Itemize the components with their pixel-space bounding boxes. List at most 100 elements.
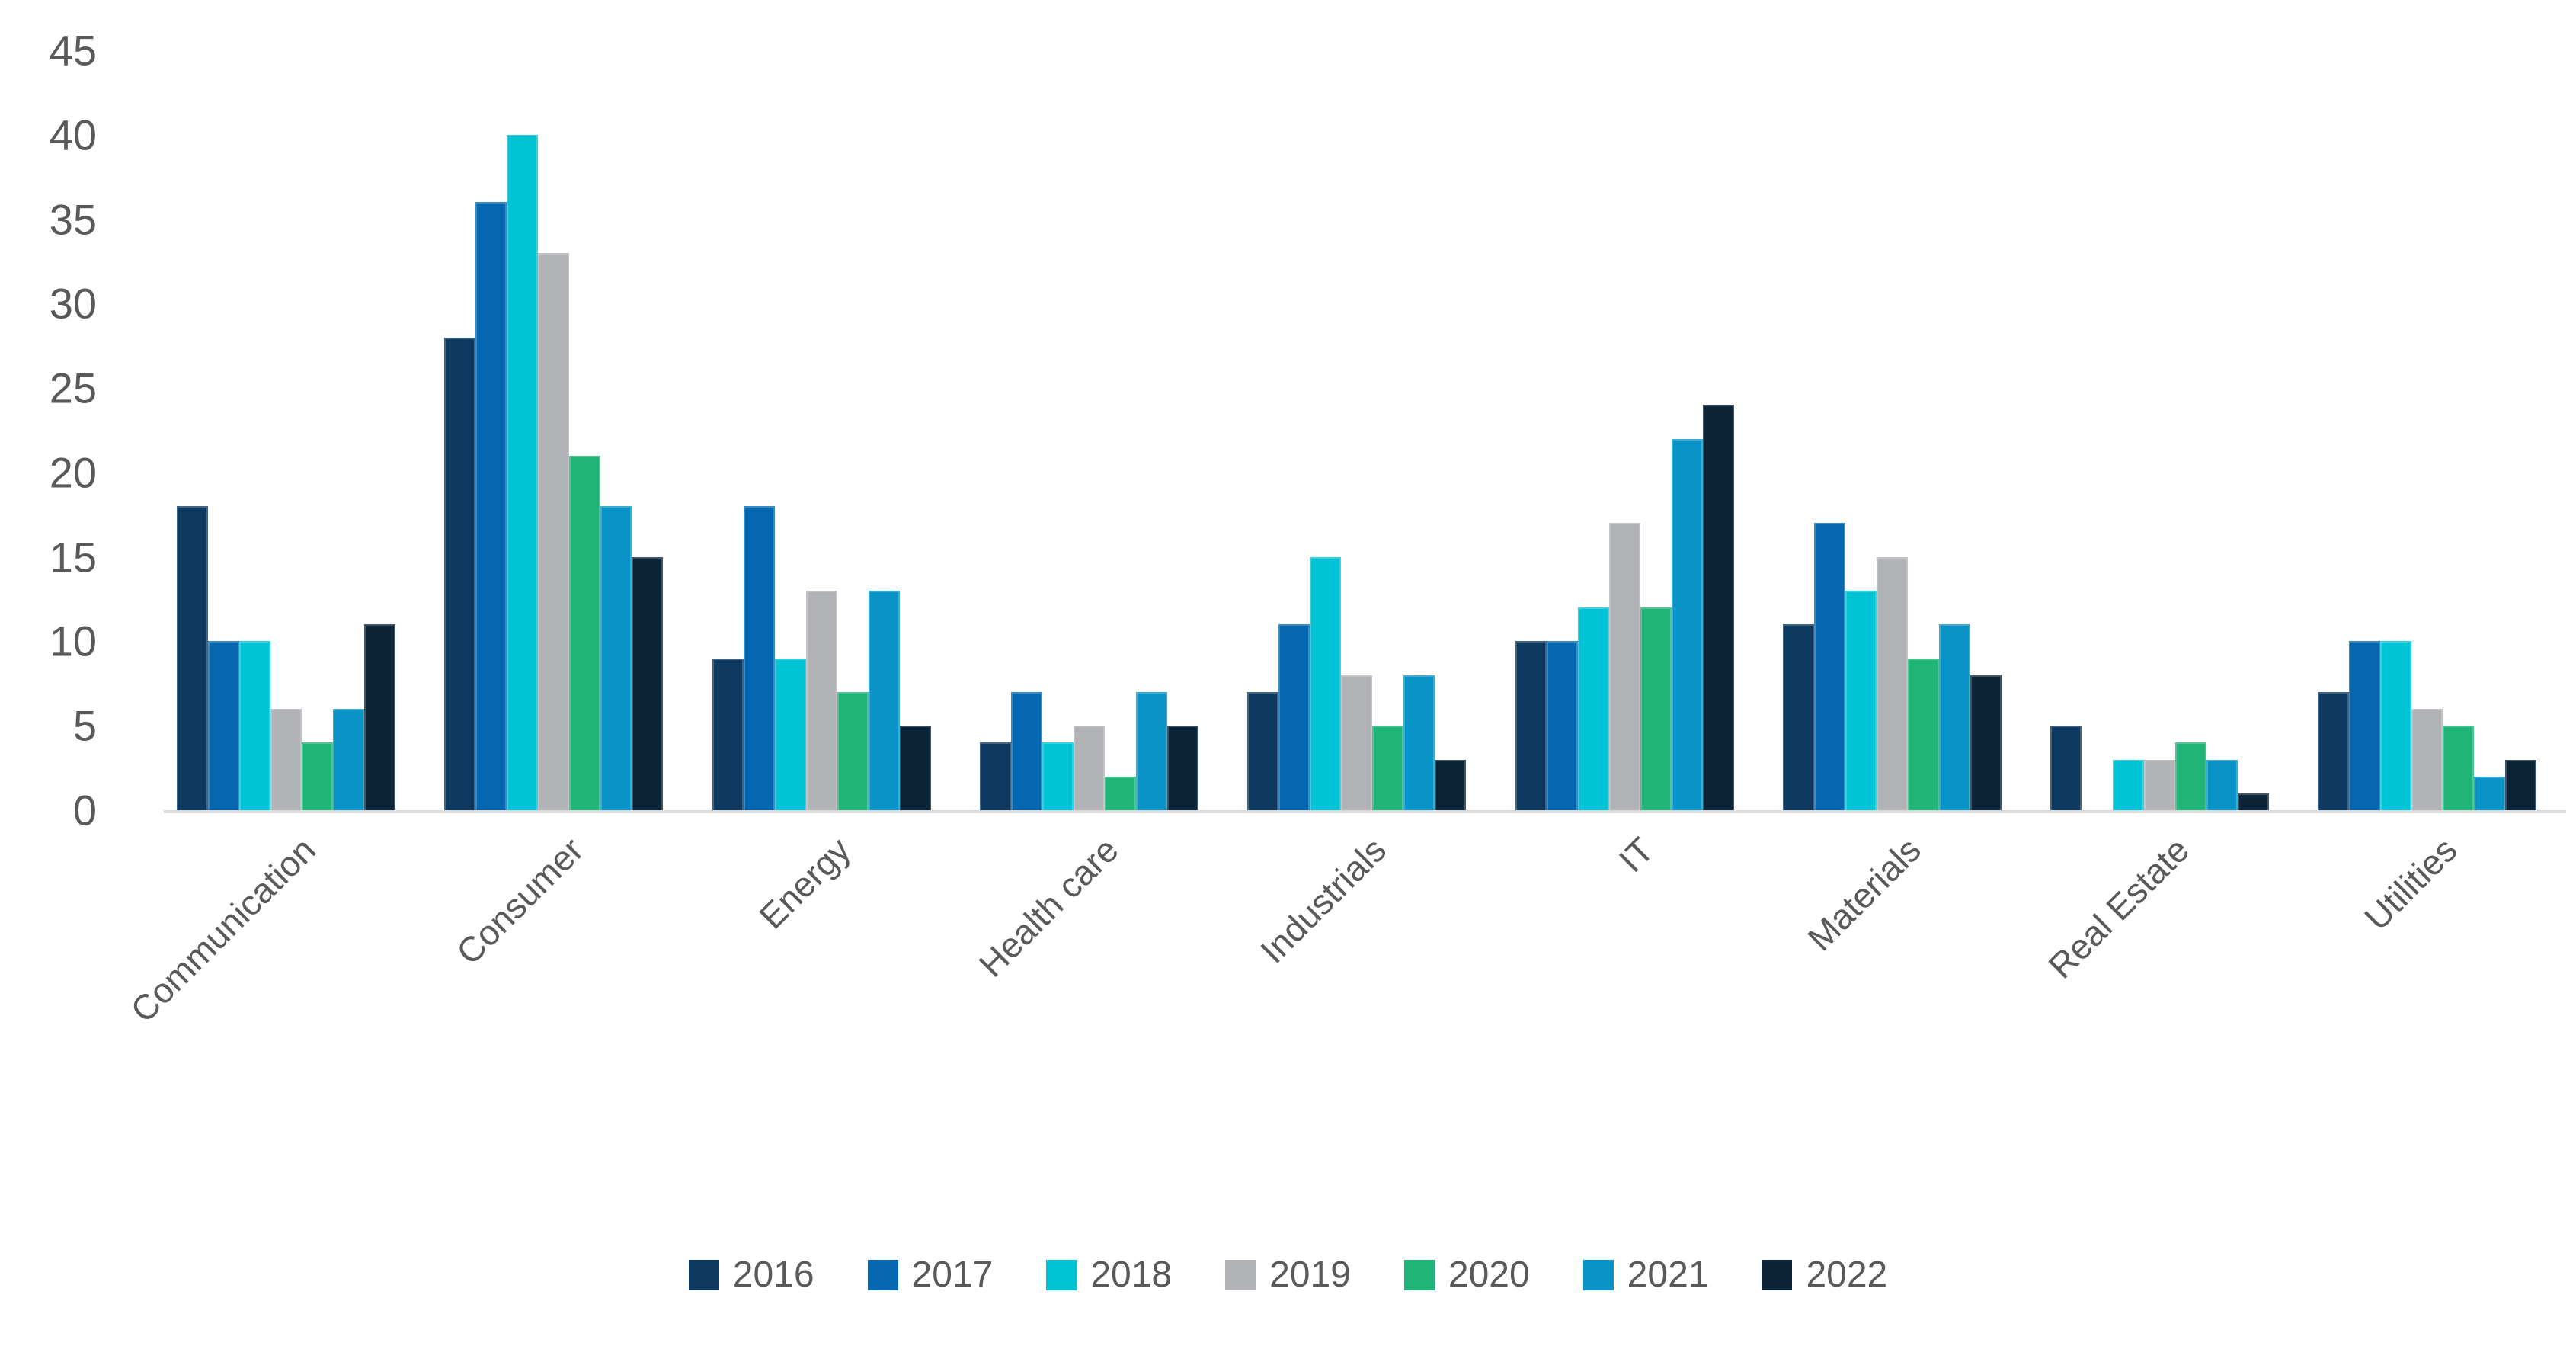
bar-2016-industrials bbox=[1247, 692, 1278, 810]
bar-2017-materials bbox=[1814, 523, 1845, 810]
bar-2017-utilities bbox=[2349, 641, 2380, 810]
legend-item-2016: 2016 bbox=[688, 1254, 814, 1296]
legend-swatch-2019 bbox=[1225, 1259, 1256, 1290]
bar-2022-it bbox=[1703, 405, 1734, 810]
bar-2020-it bbox=[1640, 607, 1672, 810]
bar-2020-real-estate bbox=[2175, 742, 2206, 810]
legend-swatch-2017 bbox=[867, 1259, 898, 1290]
bar-2017-industrials bbox=[1278, 624, 1310, 810]
category-label-industrials: Industrials bbox=[1253, 829, 1394, 971]
y-tick-label-20: 20 bbox=[49, 448, 97, 497]
category-label-health-care: Health care bbox=[971, 829, 1126, 985]
bar-2016-materials bbox=[1783, 624, 1814, 810]
bar-2019-communication bbox=[270, 709, 302, 810]
bar-2021-real-estate bbox=[2206, 760, 2238, 810]
bar-2016-it bbox=[1515, 641, 1547, 810]
legend-label-2019: 2019 bbox=[1269, 1255, 1351, 1295]
bar-2018-it bbox=[1578, 607, 1609, 810]
bar-2019-consumer bbox=[538, 253, 569, 810]
category-label-materials: Materials bbox=[1800, 829, 1929, 959]
legend-swatch-2021 bbox=[1582, 1259, 1614, 1290]
bar-2018-energy bbox=[775, 659, 806, 810]
bar-2022-energy bbox=[900, 726, 931, 810]
y-tick-label-30: 30 bbox=[49, 279, 97, 328]
bar-2022-health-care bbox=[1167, 726, 1198, 810]
bar-2018-industrials bbox=[1310, 557, 1341, 810]
legend: 2016 2017 2018 2019 2020 2021 2022 bbox=[0, 1254, 2576, 1296]
legend-swatch-2020 bbox=[1403, 1259, 1435, 1290]
y-tick-label-45: 45 bbox=[49, 26, 97, 75]
bar-2020-energy bbox=[837, 692, 869, 810]
bar-2019-it bbox=[1609, 523, 1640, 810]
bar-2020-materials bbox=[1908, 659, 1939, 810]
bar-2016-health-care bbox=[980, 742, 1011, 810]
bar-2020-industrials bbox=[1372, 726, 1403, 810]
legend-label-2016: 2016 bbox=[732, 1255, 814, 1295]
legend-swatch-2016 bbox=[688, 1259, 719, 1290]
legend-swatch-2018 bbox=[1046, 1259, 1077, 1290]
legend-item-2022: 2022 bbox=[1762, 1254, 1887, 1296]
category-label-consumer: Consumer bbox=[448, 829, 591, 973]
y-tick-label-10: 10 bbox=[49, 617, 97, 665]
y-tick-label-15: 15 bbox=[49, 533, 97, 582]
legend-item-2019: 2019 bbox=[1225, 1254, 1351, 1296]
y-tick-label-5: 5 bbox=[72, 701, 97, 750]
y-tick-label-25: 25 bbox=[49, 364, 97, 412]
bar-2022-industrials bbox=[1435, 760, 1466, 810]
x-axis-line bbox=[164, 810, 2566, 813]
bar-2022-real-estate bbox=[2238, 793, 2269, 810]
bar-2016-real-estate bbox=[2050, 726, 2082, 810]
bar-2017-it bbox=[1547, 641, 1578, 810]
bar-2018-health-care bbox=[1042, 742, 1074, 810]
bar-2022-communication bbox=[364, 624, 395, 810]
bar-2022-utilities bbox=[2505, 760, 2536, 810]
bar-2019-health-care bbox=[1074, 726, 1105, 810]
y-tick-label-0: 0 bbox=[72, 786, 97, 835]
bar-2020-consumer bbox=[569, 456, 600, 810]
bar-2017-health-care bbox=[1011, 692, 1042, 810]
bar-2021-materials bbox=[1939, 624, 1970, 810]
bar-2021-utilities bbox=[2474, 777, 2505, 810]
bar-2021-it bbox=[1672, 439, 1703, 810]
bar-2017-communication bbox=[208, 641, 239, 810]
category-label-energy: Energy bbox=[751, 829, 859, 937]
legend-item-2021: 2021 bbox=[1582, 1254, 1709, 1296]
bar-2022-materials bbox=[1970, 675, 2002, 810]
bar-2021-energy bbox=[869, 591, 900, 810]
legend-item-2017: 2017 bbox=[867, 1254, 993, 1296]
category-label-it: IT bbox=[1611, 829, 1662, 880]
bar-2021-consumer bbox=[600, 506, 632, 810]
bar-2017-consumer bbox=[475, 202, 507, 810]
bar-2021-industrials bbox=[1403, 675, 1435, 810]
bar-2017-energy bbox=[744, 506, 775, 810]
bar-2016-utilities bbox=[2318, 692, 2349, 810]
legend-label-2020: 2020 bbox=[1448, 1255, 1530, 1295]
category-label-utilities: Utilities bbox=[2356, 829, 2465, 938]
bar-2018-communication bbox=[239, 641, 270, 810]
bar-2020-health-care bbox=[1105, 777, 1136, 810]
bar-2019-energy bbox=[806, 591, 837, 810]
bar-2022-consumer bbox=[632, 557, 663, 810]
bar-2016-energy bbox=[712, 659, 744, 810]
bar-2019-real-estate bbox=[2144, 760, 2175, 810]
y-tick-label-40: 40 bbox=[49, 111, 97, 159]
legend-item-2020: 2020 bbox=[1403, 1254, 1530, 1296]
bar-2016-communication bbox=[177, 506, 208, 810]
y-tick-label-35: 35 bbox=[49, 195, 97, 244]
bar-2016-consumer bbox=[444, 338, 475, 810]
legend-item-2018: 2018 bbox=[1046, 1254, 1172, 1296]
category-label-communication: Communication bbox=[123, 829, 324, 1030]
legend-swatch-2022 bbox=[1762, 1259, 1793, 1290]
bar-2019-materials bbox=[1877, 557, 1908, 810]
bar-2020-communication bbox=[302, 742, 333, 810]
bar-2018-consumer bbox=[507, 135, 538, 810]
legend-label-2021: 2021 bbox=[1627, 1255, 1709, 1295]
bar-2018-utilities bbox=[2380, 641, 2411, 810]
bar-2020-utilities bbox=[2443, 726, 2474, 810]
bar-2021-health-care bbox=[1136, 692, 1167, 810]
bar-2018-materials bbox=[1845, 591, 1877, 810]
bar-2019-utilities bbox=[2411, 709, 2443, 810]
category-label-real-estate: Real Estate bbox=[2040, 829, 2197, 986]
bar-2021-communication bbox=[333, 709, 364, 810]
